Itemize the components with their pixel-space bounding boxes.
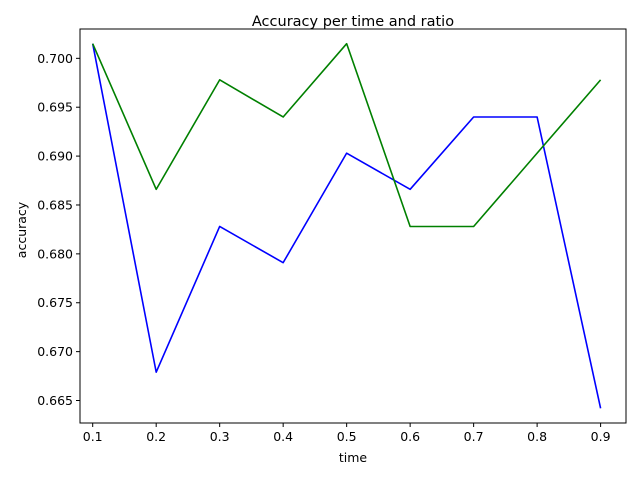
y-tick-label: 0.670 bbox=[37, 344, 73, 359]
y-ticks: 0.665 0.670 0.675 0.680 0.685 0.690 0.695 0.700 bbox=[37, 51, 80, 408]
series-layer bbox=[91, 42, 602, 409]
series-line-2 bbox=[91, 42, 602, 228]
y-tick-label: 0.700 bbox=[37, 51, 73, 66]
y-tick-label: 0.690 bbox=[37, 149, 73, 164]
y-tick-label: 0.695 bbox=[37, 100, 73, 115]
x-tick-label: 0.4 bbox=[273, 429, 293, 444]
series-line-1 bbox=[91, 43, 602, 409]
x-tick-label: 0.6 bbox=[400, 429, 420, 444]
y-tick-label: 0.680 bbox=[37, 246, 73, 261]
x-tick-label: 0.7 bbox=[464, 429, 484, 444]
x-tick-label: 0.8 bbox=[527, 429, 547, 444]
y-tick-label: 0.675 bbox=[37, 295, 73, 310]
y-tick-label: 0.685 bbox=[37, 197, 73, 212]
x-tick-label: 0.2 bbox=[146, 429, 166, 444]
plot-area-frame bbox=[79, 28, 627, 424]
x-ticks: 0.1 0.2 0.3 0.4 0.5 0.6 0.7 0.8 0.9 bbox=[83, 423, 611, 444]
x-axis-label: time bbox=[339, 450, 368, 465]
x-tick-label: 0.9 bbox=[591, 429, 611, 444]
x-tick-label: 0.5 bbox=[337, 429, 357, 444]
x-tick-label: 0.1 bbox=[83, 429, 103, 444]
y-axis-label: accuracy bbox=[14, 201, 29, 258]
chart-title: Accuracy per time and ratio bbox=[252, 14, 454, 30]
x-tick-label: 0.3 bbox=[210, 429, 230, 444]
y-tick-label: 0.665 bbox=[37, 393, 73, 408]
